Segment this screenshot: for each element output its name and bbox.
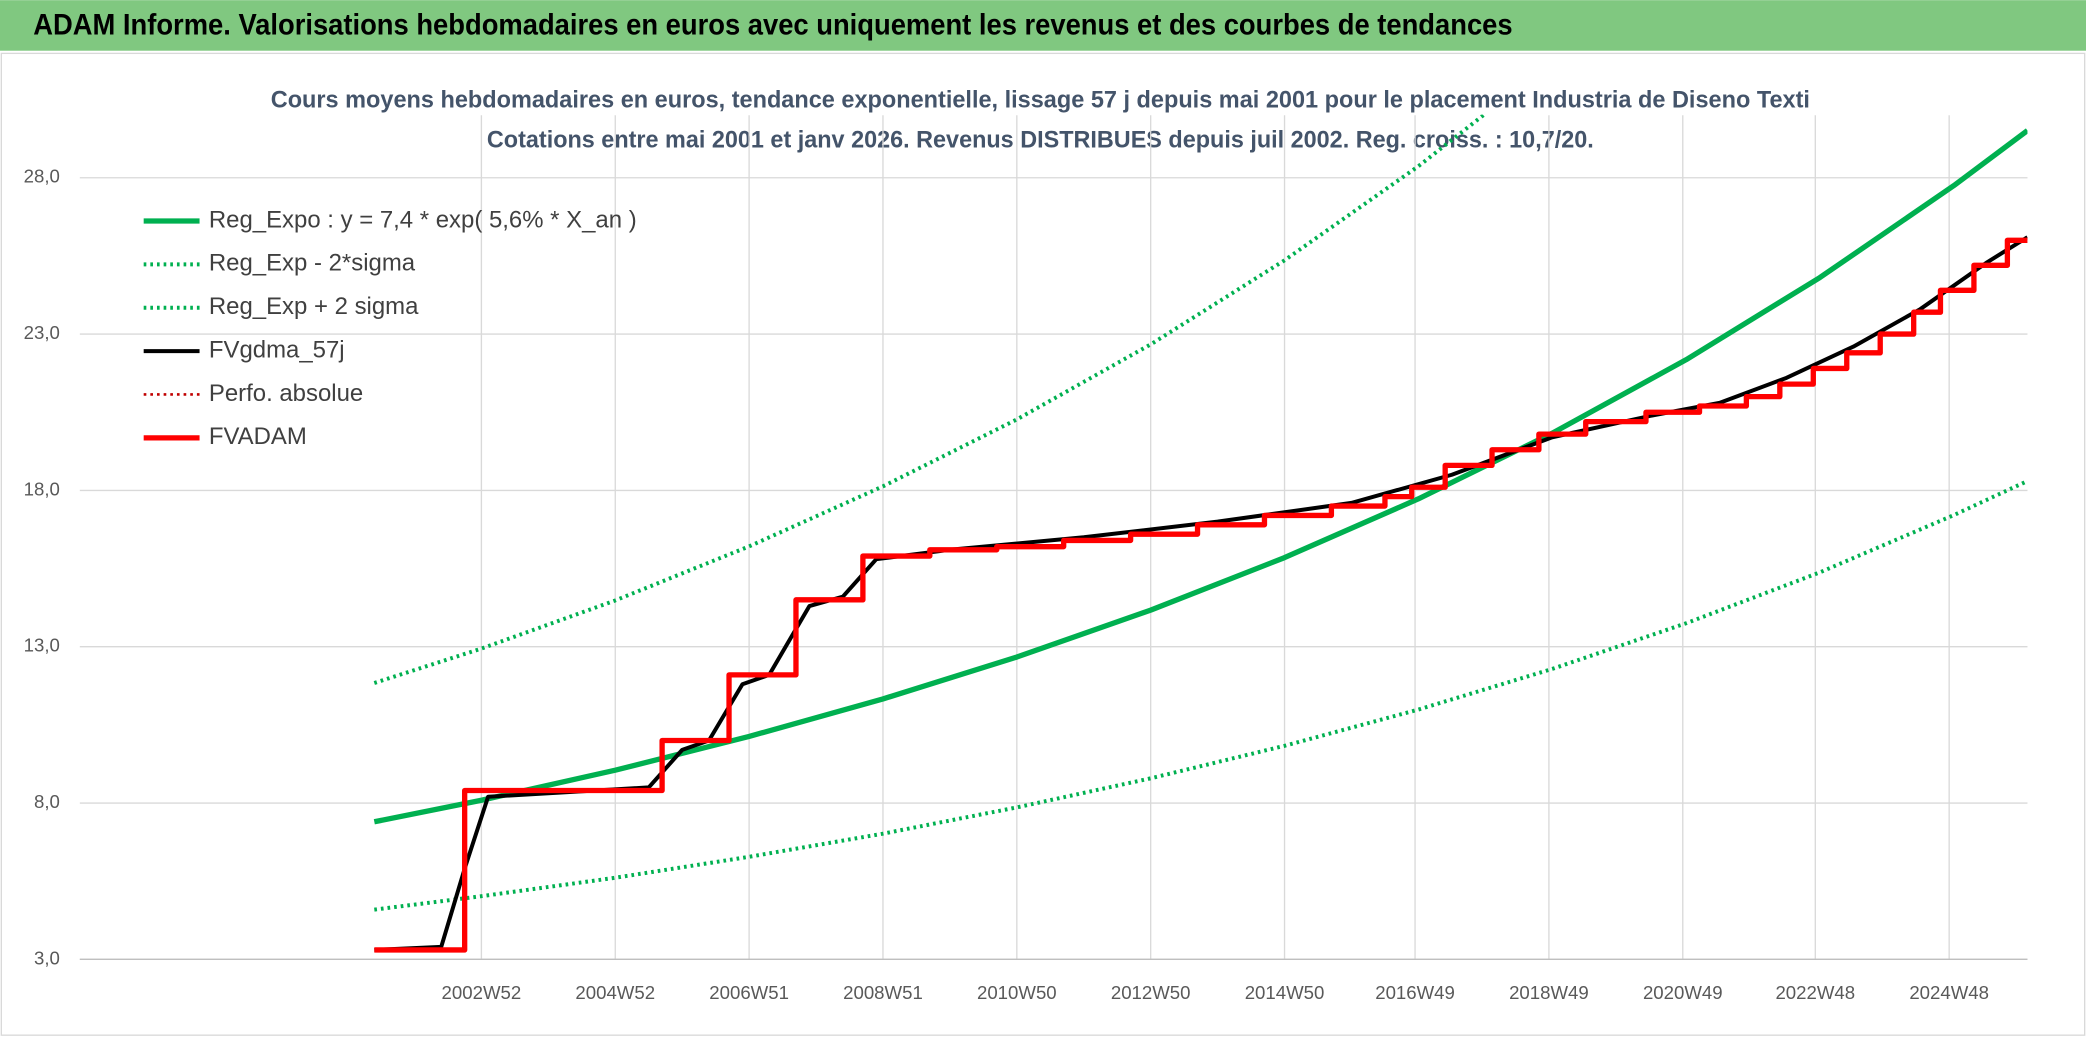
series-line — [374, 237, 2028, 953]
y-tick-label: 18,0 — [24, 478, 60, 499]
x-tick-label: 2008W51 — [843, 982, 923, 1003]
x-tick-label: 2012W50 — [1111, 982, 1191, 1003]
legend-label: Reg_Exp - 2*sigma — [209, 250, 416, 277]
legend-label: Perfo. absolue — [209, 380, 363, 407]
legend-label: Reg_Expo : y = 7,4 * exp( 5,6% * X_an ) — [209, 206, 637, 233]
header-bar — [0, 0, 2086, 51]
x-tick-label: 2020W49 — [1643, 982, 1723, 1003]
x-tick-label: 2006W51 — [709, 982, 789, 1003]
x-tick-label: 2016W49 — [1375, 982, 1455, 1003]
y-tick-label: 8,0 — [34, 791, 60, 812]
x-tick-label: 2002W52 — [442, 982, 522, 1003]
x-tick-label: 2010W50 — [977, 982, 1057, 1003]
x-tick-label: 2018W49 — [1509, 982, 1589, 1003]
header-title: ADAM Informe. Valorisations hebdomadaire… — [33, 10, 1512, 42]
series-line — [374, 479, 2028, 912]
series-line — [373, 128, 2028, 825]
x-tick-label: 2022W48 — [1775, 982, 1855, 1003]
chart-frame — [0, 52, 2086, 1036]
y-tick-label: 3,0 — [34, 947, 60, 968]
plot-area — [373, 114, 2028, 953]
y-tick-label: 13,0 — [24, 635, 60, 656]
y-tick-label: 28,0 — [24, 166, 60, 187]
legend-label: FVgdma_57j — [209, 336, 345, 363]
y-tick-label: 23,0 — [24, 322, 60, 343]
legend-label: FVADAM — [209, 423, 307, 450]
legend-label: Reg_Exp + 2 sigma — [209, 293, 419, 320]
x-tick-label: 2014W50 — [1245, 982, 1325, 1003]
chart-title: Cours moyens hebdomadaires en euros, ten… — [271, 87, 1810, 114]
x-tick-label: 2024W48 — [1909, 982, 1989, 1003]
chart-subtitle: Cotations entre mai 2001 et janv 2026. R… — [487, 127, 1594, 154]
x-tick-label: 2004W52 — [575, 982, 655, 1003]
